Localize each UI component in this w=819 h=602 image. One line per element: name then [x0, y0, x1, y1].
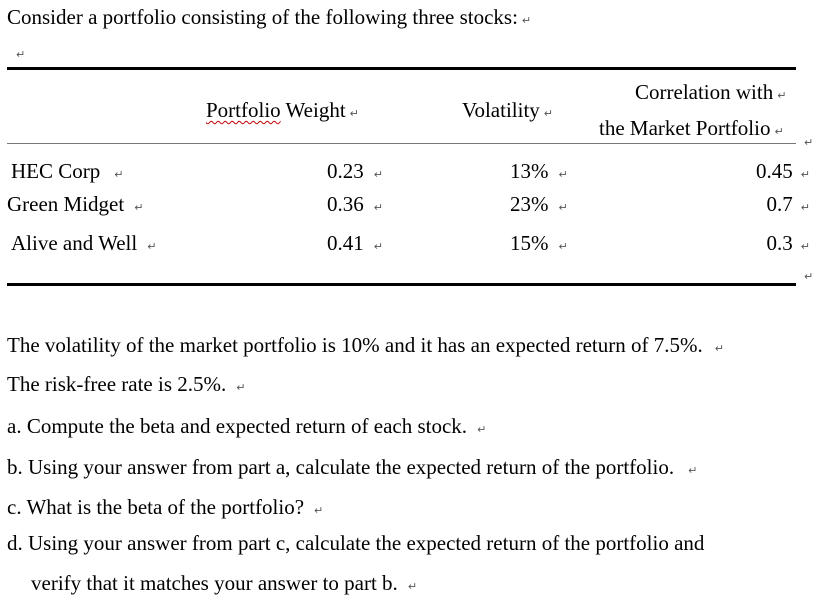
return-arrow-icon: ↵	[688, 464, 698, 477]
question-d: d. Using your answer from part c, calcul…	[7, 531, 704, 555]
header-weight-word2: Weight	[280, 98, 346, 122]
cell-weight: 0.23	[327, 159, 364, 183]
return-arrow-icon: ↵	[477, 423, 487, 436]
cell-correlation: 0.45	[756, 159, 793, 183]
header-correlation-text1: Correlation with	[635, 80, 774, 104]
row-correlation: 0.3 ↵	[700, 231, 810, 259]
return-arrow-icon: ↵	[349, 107, 359, 120]
question-b-text: b. Using your answer from part a, calcul…	[7, 455, 675, 479]
cell-volatility: 13%	[510, 159, 549, 183]
return-arrow-icon: ↵	[774, 125, 784, 138]
cell-weight: 0.41	[327, 231, 364, 255]
return-arrow-icon: ↵	[407, 580, 418, 593]
question-c-text: c. What is the beta of the portfolio?	[7, 495, 305, 519]
cell-weight: 0.36	[327, 192, 364, 216]
return-arrow-icon: ↵	[16, 48, 26, 61]
header-volatility: Volatility ↵	[462, 98, 553, 126]
question-d-text: d. Using your answer from part c, calcul…	[7, 531, 705, 555]
return-arrow-icon: ↵	[236, 381, 246, 394]
return-arrow-icon: ↵	[373, 240, 383, 253]
row-weight: 0.41 ↵	[327, 231, 383, 259]
row-weight: 0.23 ↵	[327, 159, 383, 187]
row-name: Alive and Well	[11, 231, 138, 255]
question-a: a. Compute the beta and expected return …	[7, 414, 486, 442]
row-correlation: 0.45 ↵	[700, 159, 810, 187]
table-top-rule	[7, 67, 796, 70]
question-d-text-continued: verify that it matches your answer to pa…	[31, 571, 398, 595]
return-arrow-icon: ↵	[373, 201, 383, 214]
return-arrow-icon: ↵	[543, 107, 554, 120]
question-d-continued: verify that it matches your answer to pa…	[31, 571, 417, 599]
header-weight: Portfolio Weight ↵	[206, 98, 359, 126]
cell-correlation: 0.3	[766, 231, 793, 255]
cell-volatility: 15%	[510, 231, 549, 255]
row-name: Green Midget	[7, 192, 125, 216]
return-arrow-icon: ↵	[114, 168, 124, 181]
return-arrow-icon: ↵	[800, 201, 810, 214]
table-bottom-rule	[7, 283, 796, 286]
row-correlation: 0.7 ↵	[700, 192, 810, 220]
return-arrow-icon: ↵	[521, 14, 532, 27]
row-volatility: 15% ↵	[510, 231, 568, 259]
return-arrow-icon: ↵	[558, 240, 568, 253]
row-weight: 0.36 ↵	[327, 192, 383, 220]
return-arrow-icon: ↵	[134, 201, 144, 214]
header-weight-word1: Portfolio	[206, 98, 281, 122]
header-divider	[7, 143, 796, 144]
intro-label: Consider a portfolio consisting of the f…	[7, 5, 518, 29]
paragraph-market: The volatility of the market portfolio i…	[7, 333, 724, 361]
row-name: HEC Corp	[11, 159, 101, 183]
cell-volatility: 23%	[510, 192, 549, 216]
paragraph-riskfree-text: The risk-free rate is 2.5%.	[7, 372, 227, 396]
return-arrow-icon: ↵	[373, 168, 383, 181]
row-volatility: 23% ↵	[510, 192, 568, 220]
header-correlation-line1: Correlation with ↵	[635, 80, 786, 108]
return-arrow-icon: ↵	[804, 270, 814, 283]
question-b: b. Using your answer from part a, calcul…	[7, 455, 697, 483]
paragraph-market-text: The volatility of the market portfolio i…	[7, 333, 703, 357]
cell-correlation: 0.7	[766, 192, 793, 216]
return-arrow-icon: ↵	[714, 342, 724, 355]
return-arrow-icon: ↵	[777, 89, 787, 102]
return-arrow-icon: ↵	[800, 168, 810, 181]
return-arrow-icon: ↵	[147, 240, 157, 253]
header-volatility-label: Volatility	[462, 98, 540, 122]
paragraph-riskfree: The risk-free rate is 2.5%. ↵	[7, 372, 245, 400]
return-arrow-icon: ↵	[558, 201, 568, 214]
return-arrow-icon: ↵	[314, 504, 324, 517]
header-correlation-line2: the Market Portfolio ↵	[599, 116, 784, 144]
return-arrow-icon: ↵	[558, 168, 568, 181]
question-a-text: a. Compute the beta and expected return …	[7, 414, 468, 438]
header-correlation-text2: the Market Portfolio	[599, 116, 771, 140]
return-arrow-icon: ↵	[804, 136, 814, 149]
table-row: Alive and Well ↵	[11, 231, 156, 259]
table-row: HEC Corp ↵	[11, 159, 123, 187]
return-arrow-icon: ↵	[800, 240, 810, 253]
table-row: Green Midget ↵	[7, 192, 143, 220]
question-c: c. What is the beta of the portfolio? ↵	[7, 495, 323, 523]
intro-text: Consider a portfolio consisting of the f…	[7, 5, 531, 33]
row-volatility: 13% ↵	[510, 159, 568, 187]
